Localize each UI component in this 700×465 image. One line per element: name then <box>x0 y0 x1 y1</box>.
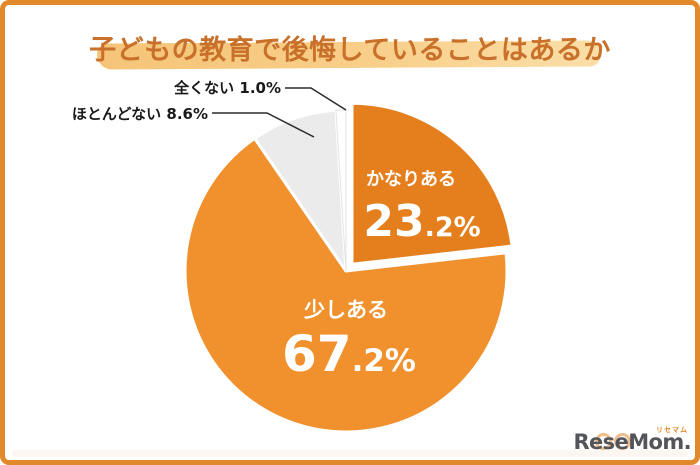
pie-slice-1 <box>183 136 509 434</box>
leader-line-2 <box>212 112 315 138</box>
callout-label-3: 全くない 1.0% <box>173 79 281 97</box>
chart-title-block: 子どもの教育で後悔していることはあるか <box>0 24 700 76</box>
leader-line-3 <box>285 87 347 111</box>
chart-title: 子どもの教育で後悔していることはあるか <box>89 35 611 66</box>
logo-katakana-label: リセマム <box>656 426 688 434</box>
slice-label-0: かなりある <box>366 169 456 190</box>
logo-wordmark: ReseMom. <box>573 430 691 454</box>
resemom-logo: リセマム ReseMom. <box>573 426 691 458</box>
footer-tint-band <box>12 450 688 457</box>
callout-label-2: ほとんどない 8.6% <box>72 105 208 123</box>
logo-rings-decoration <box>595 433 633 454</box>
slice-value-1: 67.2% <box>282 325 416 383</box>
slice-value-0: 23.2% <box>363 196 480 247</box>
pie-slice-2 <box>253 108 348 273</box>
slice-label-1: 少しある <box>303 298 388 322</box>
pie-slice-0 <box>350 101 514 266</box>
